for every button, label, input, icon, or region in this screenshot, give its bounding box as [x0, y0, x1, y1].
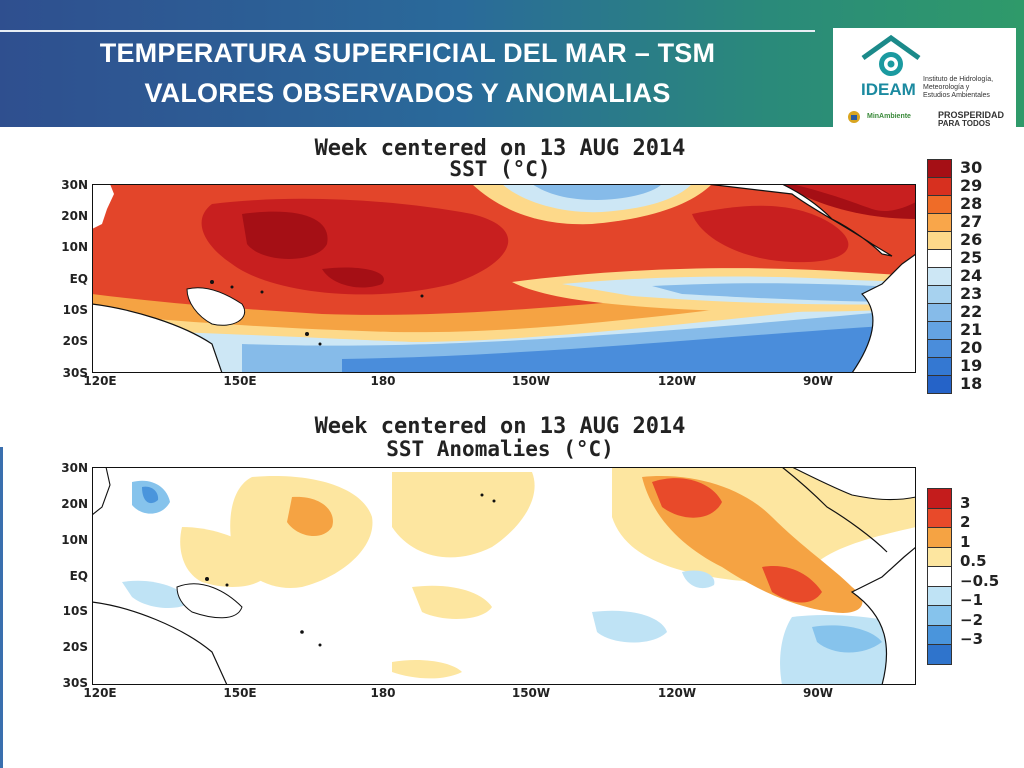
anomaly-colorbar-label: 1	[960, 532, 971, 551]
anomaly-colorbar-swatch	[927, 546, 952, 567]
anomaly-lat-label: 20S	[62, 640, 88, 654]
colombia-seal-icon	[848, 111, 860, 123]
anomaly-colorbar-label: −0.5	[960, 571, 1000, 590]
sst-lon-label: 150W	[511, 374, 551, 388]
sst-colorbar-label: 22	[960, 302, 983, 322]
anomaly-map-title-line-2: SST Anomalies (°C)	[386, 437, 614, 461]
sst-map	[92, 184, 916, 373]
anomaly-lon-label: 120E	[83, 686, 117, 700]
anomaly-lat-label: 20N	[61, 497, 88, 511]
institute-line-3: Estudios Ambientales	[923, 92, 990, 99]
sst-lat-label: EQ	[69, 272, 88, 286]
slide-title-line-2: VALORES OBSERVADOS Y ANOMALIAS	[144, 78, 671, 108]
sst-colorbar-label: 21	[960, 320, 983, 340]
sst-colorbar-swatch	[927, 357, 952, 376]
ideam-logo-panel: IDEAM Instituto de Hidrología, Meteorolo…	[833, 28, 1016, 128]
left-accent-strip	[0, 447, 3, 768]
sst-colorbar-swatch	[927, 195, 952, 214]
sst-lon-label: 180	[370, 374, 396, 388]
anomaly-colorbar-swatch	[927, 644, 952, 665]
anomaly-colorbar-swatch	[927, 585, 952, 606]
sst-colorbar-swatch	[927, 321, 952, 340]
anomaly-map-title-line-1: Week centered on 13 AUG 2014	[314, 414, 686, 439]
sst-lat-label: 30S	[62, 366, 88, 380]
sst-colorbar-label: 26	[960, 230, 983, 250]
sst-lat-label: 30N	[61, 178, 88, 192]
sst-lon-label: 90W	[803, 374, 833, 388]
sst-colorbar-swatch	[927, 339, 952, 358]
sst-colorbar-swatch	[927, 375, 952, 394]
anomaly-colorbar-label: 3	[960, 493, 971, 512]
institute-line-2: Meteorología y	[923, 84, 970, 91]
sst-colorbar-swatch	[927, 303, 952, 322]
sst-colorbar-label: 25	[960, 248, 983, 268]
anomaly-colorbar-swatch	[927, 527, 952, 548]
anomaly-lon-label: 120W	[657, 686, 697, 700]
sst-lat-label: 20N	[61, 209, 88, 223]
sst-lat-label: 10N	[61, 240, 88, 254]
anomaly-lon-label: 90W	[803, 686, 833, 700]
anomaly-lat-label: EQ	[69, 569, 88, 583]
anomaly-map	[92, 467, 916, 685]
sst-colorbar-label: 23	[960, 284, 983, 304]
slide-title-line-1: TEMPERATURA SUPERFICIAL DEL MAR – TSM	[99, 38, 716, 68]
ministry-label: MinAmbiente	[867, 113, 911, 120]
sst-lon-label: 150E	[223, 374, 257, 388]
sst-map-title-line-1: Week centered on 13 AUG 2014	[314, 136, 686, 161]
anomaly-lat-label: 10N	[61, 533, 88, 547]
sst-colorbar-label: 24	[960, 266, 983, 286]
anomaly-colorbar-label: 2	[960, 513, 971, 532]
sst-colorbar-label: 19	[960, 356, 983, 376]
slide-header: TEMPERATURA SUPERFICIAL DEL MAR – TSM VA…	[0, 0, 1024, 128]
anomaly-lat-label: 30N	[61, 461, 88, 475]
sst-lat-label: 10S	[62, 303, 88, 317]
anomaly-colorbar-label: −1	[960, 591, 984, 610]
sst-colorbar-swatch	[927, 285, 952, 304]
anomaly-colorbar-label: −3	[960, 630, 984, 649]
anomaly-colorbar-swatch	[927, 605, 952, 626]
anomaly-colorbar-swatch	[927, 507, 952, 528]
sst-colorbar-label: 28	[960, 194, 983, 214]
anomaly-colorbar-swatch	[927, 488, 952, 509]
header-rule	[0, 30, 815, 32]
sst-lat-label: 20S	[62, 334, 88, 348]
sst-colorbar-swatch	[927, 231, 952, 250]
sst-colorbar-swatch	[927, 249, 952, 268]
anomaly-colorbar-swatch	[927, 566, 952, 587]
prosperity-line-2: PARA TODOS	[938, 119, 991, 128]
sst-colorbar-label: 29	[960, 176, 983, 196]
sst-lon-label: 120E	[83, 374, 117, 388]
sst-colorbar-label: 18	[960, 374, 983, 394]
ideam-acronym: IDEAM	[861, 80, 916, 99]
anomaly-lon-label: 150W	[511, 686, 551, 700]
sst-colorbar-label: 27	[960, 212, 983, 232]
sst-colorbar-label: 20	[960, 338, 983, 358]
sst-lon-label: 120W	[657, 374, 697, 388]
anomaly-colorbar-swatch	[927, 624, 952, 645]
sst-colorbar-swatch	[927, 159, 952, 178]
sst-colorbar-swatch	[927, 267, 952, 286]
anomaly-colorbar-label: 0.5	[960, 552, 987, 571]
sst-colorbar-swatch	[927, 177, 952, 196]
anomaly-lat-label: 10S	[62, 604, 88, 618]
prosperity-line-1: PROSPERIDAD	[938, 110, 1005, 120]
anomaly-lat-label: 30S	[62, 676, 88, 690]
anomaly-lon-label: 180	[370, 686, 396, 700]
sst-colorbar-label: 30	[960, 158, 983, 178]
anomaly-colorbar-label: −2	[960, 610, 984, 629]
anomaly-lon-label: 150E	[223, 686, 257, 700]
ideam-logo-icon	[861, 34, 921, 76]
sst-map-title-line-2: SST (°C)	[449, 157, 551, 181]
sst-colorbar-swatch	[927, 213, 952, 232]
institute-line-1: Instituto de Hidrología,	[923, 76, 994, 83]
